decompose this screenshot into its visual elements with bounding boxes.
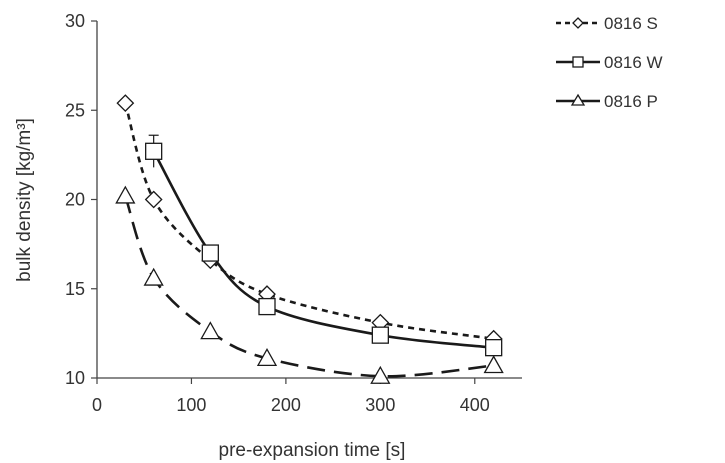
x-tick-label: 300	[365, 395, 395, 415]
series-line-0816-s	[124, 102, 494, 341]
x-tick-label: 0	[92, 395, 102, 415]
series-lines	[124, 102, 494, 378]
legend-label-0816-s: 0816 S	[604, 14, 658, 33]
data-point-0816-w	[258, 297, 276, 316]
data-point-0816-s	[116, 94, 135, 113]
legend-label-0816-p: 0816 P	[604, 92, 658, 111]
x-tick-label: 100	[176, 395, 206, 415]
y-tick-label: 30	[65, 11, 85, 31]
data-point-0816-w	[485, 339, 503, 357]
legend-label-0816-w: 0816 W	[604, 53, 663, 72]
legend-marker-0816-w	[572, 56, 584, 68]
y-tick-label: 15	[65, 279, 85, 299]
legend-marker-0816-s	[572, 17, 584, 29]
x-tick-label: 200	[271, 395, 301, 415]
data-point-0816-s	[144, 190, 163, 209]
legend-marker-0816-p	[570, 93, 586, 106]
legend: 0816 S 0816 W 0816 P	[556, 14, 663, 111]
data-point-0816-p	[115, 185, 136, 204]
data-point-0816-p	[143, 267, 164, 286]
data-point-0816-w	[145, 142, 163, 160]
y-tick-label: 20	[65, 190, 85, 210]
data-point-0816-p	[483, 355, 504, 374]
y-tick-label: 25	[65, 100, 85, 120]
y-tick-label: 10	[65, 368, 85, 388]
series-line-0816-p	[124, 195, 494, 378]
x-tick-label: 400	[460, 395, 490, 415]
axes: 0 100 200 300 400 10 15 20 25 30	[65, 11, 522, 415]
y-axis-title: bulk density [kg/m³]	[14, 118, 35, 282]
data-point-0816-p	[370, 365, 391, 384]
data-point-0816-w	[371, 326, 389, 344]
data-point-0816-p	[256, 348, 278, 367]
x-axis-title: pre-expansion time [s]	[219, 440, 406, 461]
series-markers	[115, 94, 504, 384]
data-point-0816-w	[201, 244, 219, 262]
data-point-0816-p	[200, 321, 221, 340]
